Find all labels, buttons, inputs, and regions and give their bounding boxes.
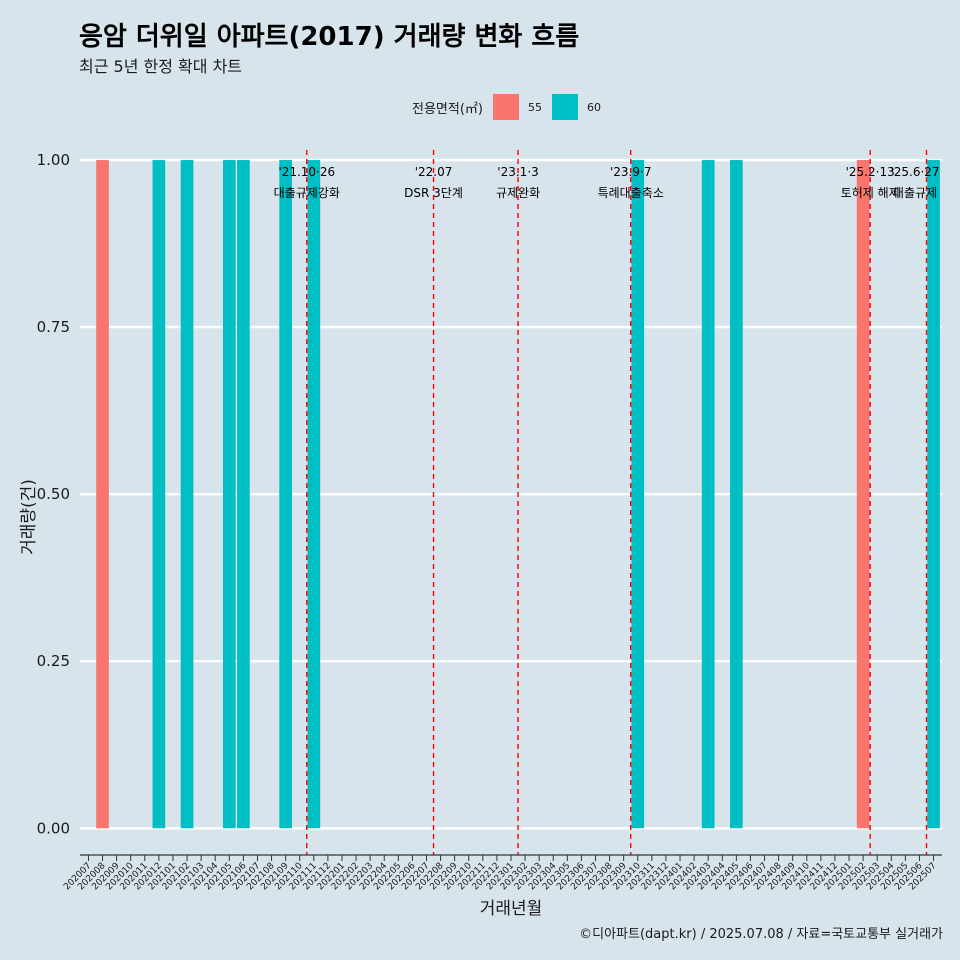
bar-55-202502 <box>856 160 870 829</box>
bar-60-202102 <box>180 160 194 829</box>
event-label-5: 대출규제 <box>893 186 937 200</box>
chart-subtitle: 최근 5년 한정 확대 차트 <box>79 57 243 76</box>
source-caption: ©디아파트(dapt.kr) / 2025.07.08 / 자료=국토교통부 실… <box>579 927 943 942</box>
y-tick-label: 1.00 <box>37 151 70 169</box>
bar-60-202106 <box>237 160 250 829</box>
event-label-3: 특례대출축소 <box>598 186 664 200</box>
x-axis-title: 거래년월 <box>480 899 543 919</box>
event-date-4: '25.2·13 <box>846 165 895 179</box>
bar-60-202405 <box>730 160 743 829</box>
event-date-1: '22.07 <box>415 165 453 179</box>
event-date-0: '21.10·26 <box>278 165 335 179</box>
y-tick-label: 0.75 <box>37 318 70 336</box>
event-label-1: DSR 3단계 <box>404 186 463 200</box>
legend-label-60: 60 <box>586 100 601 114</box>
chart-title: 응암 더위일 아파트(2017) 거래량 변화 흐름 <box>79 22 580 52</box>
legend-key-55 <box>492 94 519 120</box>
event-date-5: '25.6·27 <box>890 165 939 179</box>
bar-60-202111 <box>307 160 321 829</box>
event-label-0: 대출규제강화 <box>274 186 340 200</box>
event-label-2: 규제완화 <box>496 186 540 200</box>
y-tick-label: 0.25 <box>37 652 70 670</box>
legend-label-55: 55 <box>527 100 542 114</box>
event-date-3: '23.9·7 <box>610 165 651 179</box>
bar-60-202403 <box>701 160 715 829</box>
legend-key-60 <box>551 94 578 120</box>
bar-60-202012 <box>152 160 166 829</box>
bar-60-202109 <box>279 160 292 829</box>
bar-55-202008 <box>96 160 109 829</box>
y-axis-title: 거래량(건) <box>19 479 39 555</box>
y-tick-label: 0.00 <box>37 819 70 837</box>
legend: 전용면적(㎡) 55 60 <box>412 93 611 121</box>
bar-60-202507 <box>927 160 940 829</box>
legend-title: 전용면적(㎡) <box>412 101 483 117</box>
event-label-4: 토허제 해제 <box>841 186 900 200</box>
bar-60-202105 <box>222 160 236 829</box>
event-date-2: '23.1·3 <box>497 165 538 179</box>
bar-60-202310 <box>631 160 645 829</box>
y-tick-label: 0.50 <box>37 485 70 503</box>
